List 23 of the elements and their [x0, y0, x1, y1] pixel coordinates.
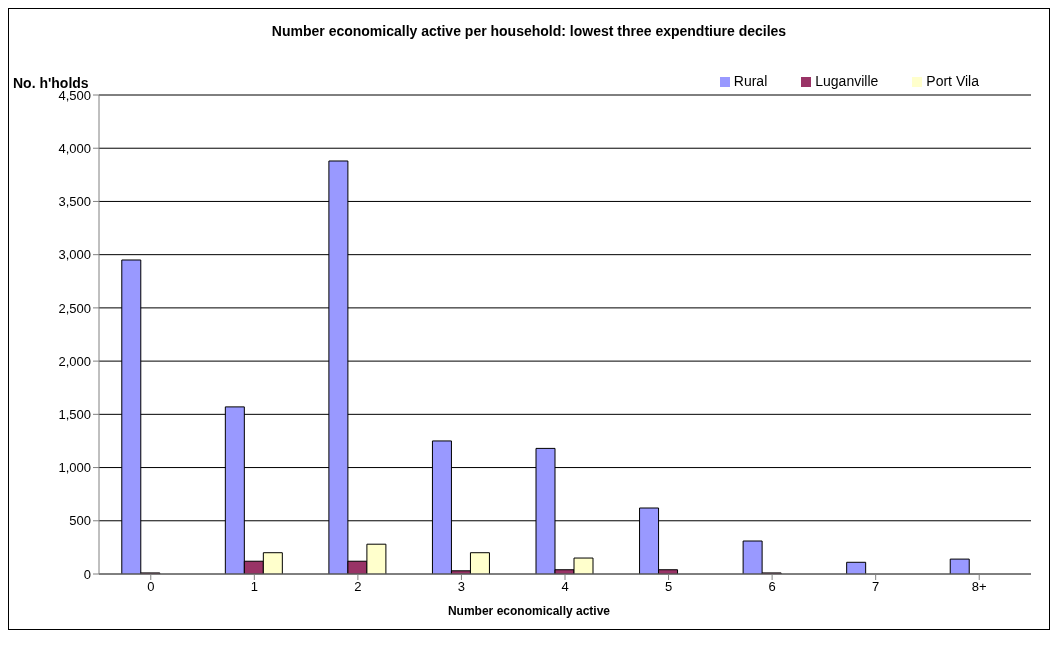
legend-label: Port Vila — [926, 73, 979, 89]
y-tick-label: 2,500 — [58, 300, 91, 316]
y-tick-label: 500 — [69, 513, 91, 529]
x-axis-title: Number economically active — [446, 604, 612, 618]
x-tick-label: 1 — [250, 579, 258, 595]
y-tick-label: 1,000 — [58, 460, 91, 476]
y-tick-label: 1,500 — [58, 406, 91, 422]
x-tick-label: 4 — [561, 579, 569, 595]
x-tick-label: 8+ — [971, 579, 987, 595]
legend-label: Rural — [733, 73, 768, 89]
x-tick-label: 0 — [147, 579, 155, 595]
y-tick-label: 2,000 — [58, 353, 91, 369]
chart-title: Number economically active per household: lowest three expendtiure deciles — [270, 23, 788, 39]
y-tick-label: 0 — [83, 566, 91, 582]
x-tick-label: 7 — [872, 579, 880, 595]
y-tick-label: 3,000 — [58, 247, 91, 263]
x-tick-label: 5 — [664, 579, 673, 595]
y-tick-label: 3,500 — [58, 194, 91, 210]
y-tick-label: 4,000 — [58, 140, 91, 156]
legend-label: Luganville — [815, 73, 879, 89]
x-tick-label: 3 — [457, 579, 466, 595]
x-tick-label: 6 — [768, 579, 776, 595]
x-tick-label: 2 — [354, 579, 362, 595]
